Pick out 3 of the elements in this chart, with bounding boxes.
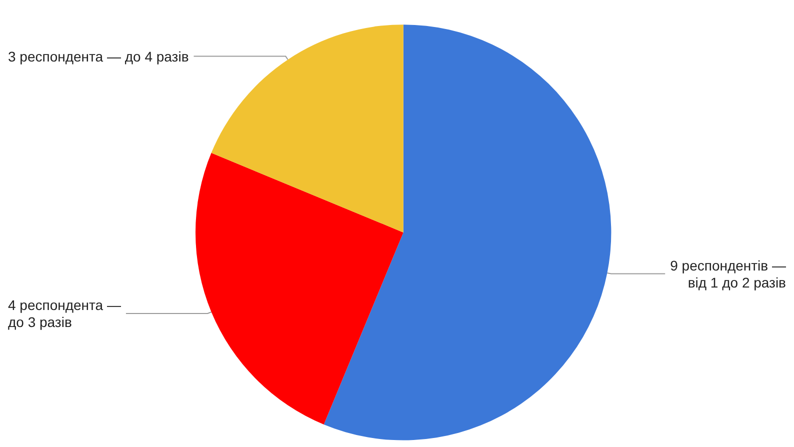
slice-label: 4 респондента — до 3 разів bbox=[8, 297, 121, 330]
slice-label: 9 респондентів — від 1 до 2 разів bbox=[670, 257, 786, 290]
slice-label: 3 респондента — до 4 разів bbox=[8, 48, 189, 64]
